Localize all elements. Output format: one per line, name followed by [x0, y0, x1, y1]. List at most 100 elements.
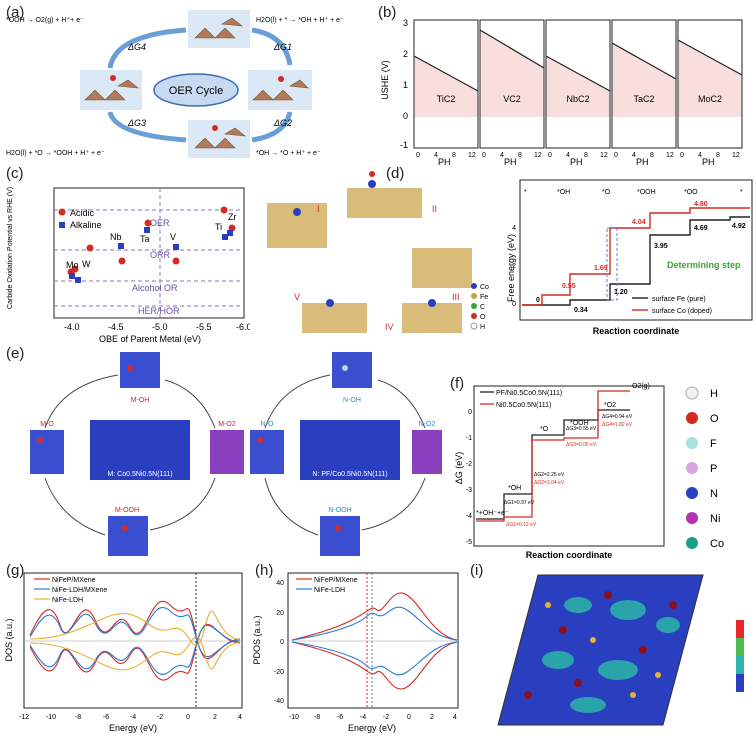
- svg-text:*: *: [740, 189, 743, 196]
- h-legend-1: NiFe-LDH: [314, 587, 345, 594]
- d-xlabel: Reaction coordinate: [593, 326, 680, 336]
- svg-text:-6: -6: [103, 714, 109, 721]
- d-legend-pure: surface Fe (pure): [652, 296, 706, 303]
- svg-text:M-OOH: M-OOH: [115, 507, 139, 514]
- h-xlabel: Energy (eV): [348, 723, 396, 733]
- f-ylabel: ΔG (eV): [454, 452, 464, 485]
- e-right-center-slab: [300, 420, 400, 480]
- svg-text:-6: -6: [337, 714, 343, 721]
- panel-d-label: (d): [386, 165, 405, 182]
- g-ylabel: DOS (a.u.): [4, 618, 14, 661]
- b-subplot-tac2: TaC2: [611, 19, 677, 149]
- svg-text:N: PF/Co0.5Ni0.5N(111): N: PF/Co0.5Ni0.5N(111): [312, 471, 387, 478]
- svg-text:1: 1: [403, 80, 408, 90]
- f-legend-pf: PF/Ni0.5Co0.5N(111): [496, 390, 562, 397]
- svg-text:4: 4: [500, 152, 504, 159]
- eq-bottom-right: *OH → *O + H⁺ + e⁻: [256, 150, 321, 157]
- c-legend-acidic: Acidic: [70, 208, 95, 218]
- d-atom-legend: Co Fe C O H: [470, 283, 489, 331]
- b-yticks: 3 2 1 0 -1: [400, 18, 408, 150]
- d-step-labels: I II III IV V: [294, 204, 460, 332]
- h-legend-0: NiFeP/MXene: [314, 577, 358, 584]
- b-subplot-vc2: VC2: [479, 19, 545, 149]
- panel-i-label: (i): [470, 562, 484, 579]
- svg-text:12: 12: [666, 152, 674, 159]
- svg-text:1.20: 1.20: [614, 289, 628, 296]
- panel-b-label: (b): [378, 4, 397, 21]
- g-legend-0: NiFeP/MXene: [52, 577, 96, 584]
- svg-text:Alcohol OR: Alcohol OR: [132, 283, 178, 293]
- e-left-top: [120, 352, 160, 388]
- svg-text:-2: -2: [466, 461, 472, 468]
- panel-g-chart: DOS (a.u.) NiFeP/MXene NiFe-LDH/MXene Ni…: [4, 572, 243, 733]
- svg-text:*+OH⁻+e⁻: *+OH⁻+e⁻: [476, 510, 509, 517]
- svg-text:-5.0: -5.0: [152, 322, 168, 332]
- svg-text:OER: OER: [150, 218, 170, 228]
- svg-text:4.69: 4.69: [694, 225, 708, 232]
- svg-text:4: 4: [512, 225, 516, 232]
- b-subplots: TiC2 VC2 NbC2 TaC2 MoC2: [413, 19, 743, 149]
- svg-text:PH: PH: [702, 157, 715, 165]
- f-atom-legend: H O F P N Ni Co: [685, 386, 724, 550]
- svg-text:*: *: [524, 189, 527, 196]
- svg-text:1.69: 1.69: [594, 265, 608, 272]
- svg-text:8: 8: [716, 152, 720, 159]
- svg-text:2: 2: [430, 714, 434, 721]
- f-black-labels: ΔG1=0.97 eV ΔG2=2.25 eV ΔG3=0.55 eV ΔG4=…: [504, 414, 633, 506]
- g-legend-1: NiFe-LDH/MXene: [52, 587, 107, 594]
- h-line-nifep: [291, 592, 458, 641]
- svg-text:*OO: *OO: [684, 189, 698, 196]
- c-legend-alkaline: Alkaline: [70, 220, 102, 230]
- panel-c-chart: Carbide Oxidation Potential vs RHE (V) O…: [7, 187, 250, 344]
- panel-g-label: (g): [6, 562, 25, 579]
- svg-text:8: 8: [518, 152, 522, 159]
- svg-text:ΔG3=0.05 eV: ΔG3=0.05 eV: [566, 442, 597, 448]
- svg-text:Ta: Ta: [140, 234, 150, 244]
- svg-text:2: 2: [403, 49, 408, 59]
- e-left-right: [210, 430, 244, 474]
- eq-top-right: H2O(l) + * → *OH + H⁺ + e⁻: [256, 17, 344, 24]
- svg-text:VC2: VC2: [503, 94, 521, 104]
- c-ref-labels: OER ORR Alcohol OR HER/HOR: [132, 218, 180, 316]
- svg-text:Co: Co: [480, 284, 489, 291]
- svg-text:2: 2: [213, 714, 217, 721]
- svg-text:12: 12: [534, 152, 542, 159]
- svg-text:4: 4: [453, 714, 457, 721]
- svg-text:ΔG2=3.04 eV: ΔG2=3.04 eV: [534, 480, 565, 486]
- svg-text:*O2: *O2: [604, 402, 616, 409]
- svg-text:-4: -4: [466, 513, 472, 520]
- svg-text:M: Co0.5Ni0.5N(111): M: Co0.5Ni0.5N(111): [107, 471, 172, 478]
- svg-text:0: 0: [614, 152, 618, 159]
- svg-text:-10: -10: [46, 714, 56, 721]
- svg-text:-2: -2: [383, 714, 389, 721]
- f-yticks: 0 -1 -2 -3 -4 -5: [466, 409, 472, 546]
- c-xticks: -4.0 -4.5 -5.0 -5.5 -6.0: [64, 322, 250, 332]
- svg-text:*OH: *OH: [557, 189, 570, 196]
- svg-text:8: 8: [452, 152, 456, 159]
- svg-text:0: 0: [536, 297, 540, 304]
- svg-text:H: H: [710, 388, 718, 400]
- structure-top: [188, 10, 250, 48]
- svg-text:12: 12: [732, 152, 740, 159]
- g-legend-2: NiFe-LDH: [52, 597, 83, 604]
- svg-text:NbC2: NbC2: [566, 94, 589, 104]
- svg-text:ORR: ORR: [150, 250, 171, 260]
- svg-text:4: 4: [632, 152, 636, 159]
- e-right-top: [332, 352, 372, 388]
- crystal-sketches: [84, 17, 309, 149]
- svg-text:-5: -5: [466, 539, 472, 546]
- svg-text:4: 4: [238, 714, 242, 721]
- svg-text:0: 0: [548, 152, 552, 159]
- b-xlabels: PH PH PH PH PH: [438, 157, 715, 165]
- d-yticks: 0 2 4: [512, 225, 516, 308]
- h-line-ldh: [291, 606, 458, 641]
- f-line-nico: [476, 390, 630, 522]
- svg-text:20: 20: [276, 610, 284, 617]
- b-subplot-nbc2: NbC2: [545, 19, 611, 149]
- o-atom-a: [110, 75, 116, 81]
- dg3-label: ΔG3: [127, 118, 146, 128]
- f-legend-nico: Ni0.5Co0.5N(111): [496, 402, 551, 409]
- svg-text:0: 0: [403, 111, 408, 121]
- dg2-label: ΔG2: [273, 118, 292, 128]
- d-determining-label: Determining step: [667, 260, 741, 270]
